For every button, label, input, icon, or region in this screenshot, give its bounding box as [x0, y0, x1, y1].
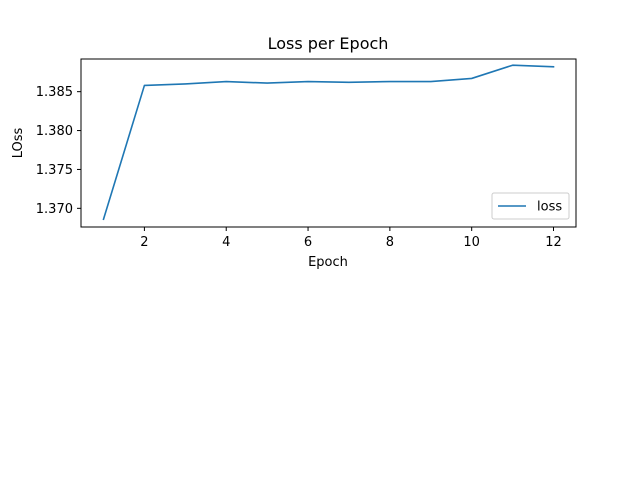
y-tick-label: 1.385 [36, 85, 73, 100]
plot-frame [80, 58, 577, 228]
y-tick-label: 1.370 [36, 202, 73, 217]
x-tick-label: 8 [386, 235, 394, 250]
x-tick-label: 6 [304, 235, 312, 250]
x-axis-ticks: 2 4 6 8 10 12 [140, 227, 562, 250]
legend-box [491, 192, 570, 220]
x-tick-label: 2 [140, 235, 148, 250]
series-line-loss [102, 64, 555, 221]
y-axis-label: LOss [11, 127, 26, 158]
legend-label-loss: loss [537, 200, 562, 215]
chart-title: Loss per Epoch [268, 34, 389, 53]
x-tick-label: 4 [222, 235, 230, 250]
x-tick-label: 10 [463, 235, 480, 250]
legend: loss [491, 192, 570, 220]
x-tick-label: 12 [545, 235, 562, 250]
y-tick-label: 1.375 [36, 163, 73, 178]
series-layer [102, 64, 555, 221]
y-tick-label: 1.380 [36, 124, 73, 139]
y-axis-ticks: 1.370 1.375 1.380 1.385 [36, 85, 81, 217]
x-axis-label: Epoch [308, 255, 348, 270]
